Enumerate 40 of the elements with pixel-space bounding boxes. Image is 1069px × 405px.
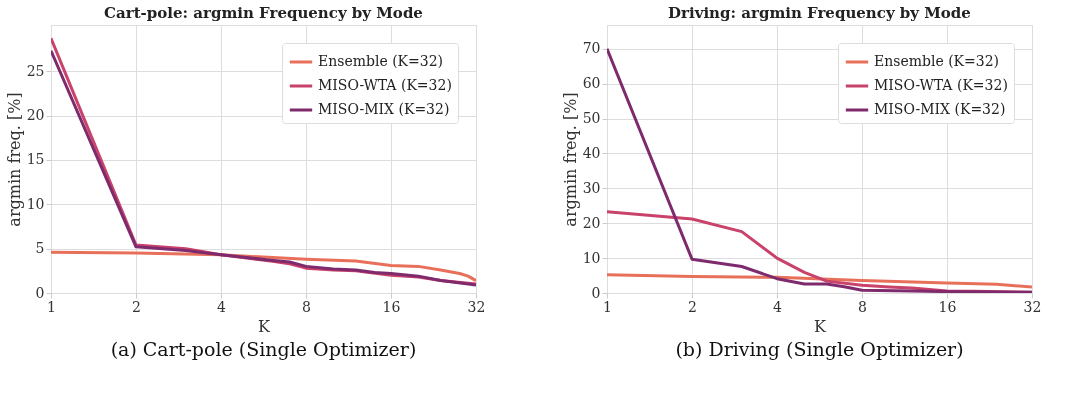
y-tick-label: 5 [35,240,45,257]
chart-title: Cart-pole: argmin Frequency by Mode [104,4,423,22]
y-tick-label: 25 [26,62,45,79]
x-tick-label: 2 [132,298,141,315]
legend-label: MISO-MIX (K=32) [318,101,450,117]
chart-title: Driving: argmin Frequency by Mode [668,4,971,22]
x-tick-label: 2 [688,298,697,315]
y-tick-label: 70 [582,40,601,57]
y-tick-label: 20 [582,214,601,231]
legend-label: MISO-WTA (K=32) [318,77,452,93]
y-tick-label: 15 [26,151,45,168]
y-tick-label: 50 [582,110,601,127]
x-tick-label: 1 [47,298,56,315]
legend-label: Ensemble (K=32) [318,53,444,69]
x-axis-title: K [814,316,828,336]
y-tick-label: 10 [26,195,45,212]
legend-label: Ensemble (K=32) [874,53,1000,69]
x-tick-label: 4 [773,298,783,315]
y-axis-title: argmin freq. [%] [560,92,580,227]
text: (b) Driving (Single Optimizer) [675,338,964,360]
y-tick-label: 60 [582,75,601,92]
y-tick-label: 30 [582,179,601,196]
legend-label: MISO-MIX (K=32) [874,101,1006,117]
x-tick-label: 1 [603,298,612,315]
y-tick-label: 10 [582,249,601,266]
x-tick-label: 8 [302,298,311,315]
y-axis-title: argmin freq. [%] [4,92,24,227]
x-tick-label: 16 [938,298,957,315]
y-tick-label: 20 [26,107,45,124]
y-tick-label: 0 [35,284,45,301]
y-tick-label: 40 [582,144,601,161]
x-tick-label: 4 [217,298,227,315]
y-tick-label: 0 [591,284,601,301]
x-axis-title: K [258,316,272,336]
x-tick-label: 32 [1023,298,1042,315]
legend-label: MISO-WTA (K=32) [874,77,1008,93]
x-tick-label: 16 [382,298,401,315]
text: (a) Cart-pole (Single Optimizer) [110,338,417,360]
x-tick-label: 8 [858,298,867,315]
x-tick-label: 32 [467,298,486,315]
